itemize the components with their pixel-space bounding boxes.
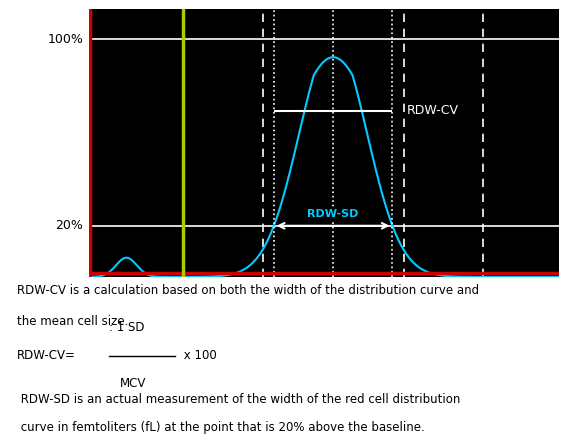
Text: RDW-CV=: RDW-CV=	[17, 349, 76, 362]
Text: 20%: 20%	[55, 219, 83, 232]
Text: RDW-SD is an actual measurement of the width of the red cell distribution: RDW-SD is an actual measurement of the w…	[17, 393, 461, 405]
Text: MCV: MCV	[120, 377, 147, 390]
Text: RDW-CV: RDW-CV	[407, 104, 458, 117]
Text: curve in femtoliters (fL) at the point that is 20% above the baseline.: curve in femtoliters (fL) at the point t…	[17, 420, 425, 433]
Text: RDW-SD: RDW-SD	[308, 209, 359, 219]
Text: RDW-CV is a calculation based on both the width of the distribution curve and: RDW-CV is a calculation based on both th…	[17, 284, 480, 297]
Text: the mean cell size.: the mean cell size.	[17, 315, 128, 328]
Text: 100%: 100%	[47, 33, 83, 46]
Text: x 100: x 100	[180, 349, 217, 362]
Text: : 1 SD: : 1 SD	[109, 321, 144, 334]
